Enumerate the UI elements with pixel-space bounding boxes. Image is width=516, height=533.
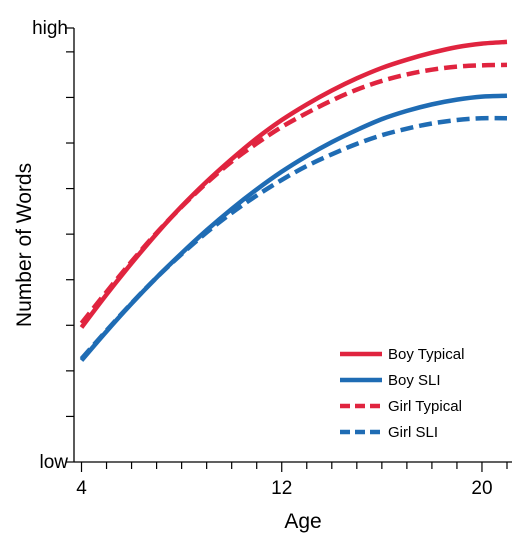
series-line-boy-typical bbox=[79, 39, 508, 329]
axes: low high 4 12 20 bbox=[32, 18, 512, 499]
legend-label-boy-typical: Boy Typical bbox=[388, 346, 464, 363]
x-tick-label-12: 12 bbox=[271, 478, 292, 499]
x-ticks: 4 12 20 bbox=[76, 462, 508, 499]
legend-label-boy-sli: Boy SLI bbox=[388, 372, 441, 389]
series-group bbox=[79, 39, 508, 362]
series-line-girl-typical bbox=[79, 62, 508, 325]
legend-label-girl-typical: Girl Typical bbox=[388, 398, 462, 415]
y-tick-label-low: low bbox=[39, 452, 68, 473]
x-tick-label-20: 20 bbox=[471, 478, 492, 499]
y-ticks: low high bbox=[32, 18, 74, 473]
x-tick-label-4: 4 bbox=[76, 478, 87, 499]
legend-label-girl-sli: Girl SLI bbox=[388, 424, 438, 441]
y-tick-label-high: high bbox=[32, 18, 68, 39]
legend: Boy Typical Boy SLI Girl Typical Girl SLI bbox=[340, 346, 464, 441]
series-line-boy-sli bbox=[79, 93, 508, 362]
x-axis-title: Age bbox=[284, 510, 321, 533]
series-line-girl-sli bbox=[79, 115, 507, 361]
y-axis-title: Number of Words bbox=[13, 163, 36, 327]
